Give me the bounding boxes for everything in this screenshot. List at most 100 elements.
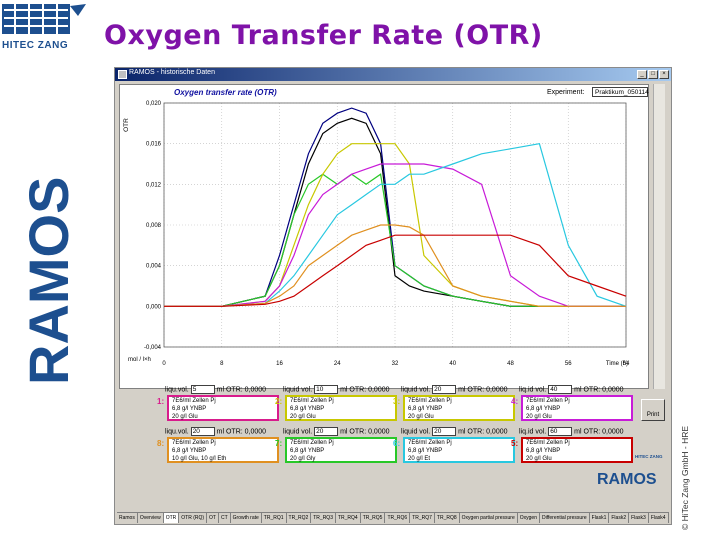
y-tick-label: 0,000 <box>146 304 162 310</box>
sheet-tab-flask3[interactable]: Flask3 <box>629 513 649 523</box>
otr-label: OTR: <box>583 386 603 394</box>
otr-value: 0,0000 <box>486 428 508 436</box>
flask-description-line: 6,8 g/l YNBP <box>408 406 443 412</box>
flask-description-box[interactable]: 7E6/ml Zellen Pj 6,8 g/l YNBP 20 g/l Glu <box>521 437 633 463</box>
sheet-tab-tr-rq5[interactable]: TR_RQ5 <box>361 513 386 523</box>
y-tick-label: 0,004 <box>146 264 162 270</box>
sheet-tab-growth-rate[interactable]: Growth rate <box>231 513 262 523</box>
flask-description-line: 7E6/ml Zellen Pj <box>172 398 216 404</box>
sheet-tab-tr-rq7[interactable]: TR_RQ7 <box>410 513 435 523</box>
sheet-tab-otr-rq-[interactable]: OTR (RQ) <box>179 513 208 523</box>
sheet-tab-flask4[interactable]: Flask4 <box>649 513 669 523</box>
liquid-volume-input[interactable]: 20 <box>190 427 215 436</box>
sheet-tab-tr-rq8[interactable]: TR_RQ8 <box>435 513 460 523</box>
window-title: RAMOS - historische Daten <box>129 69 215 76</box>
liquid-volume-label: liquid vol. <box>283 386 315 394</box>
sheet-tab-tr-rq4[interactable]: TR_RQ4 <box>336 513 361 523</box>
maximize-button[interactable]: □ <box>648 70 658 79</box>
otr-label: OTR: <box>349 428 369 436</box>
vertical-scrollbar[interactable] <box>653 84 665 389</box>
x-tick-label: 24 <box>334 361 341 367</box>
liquid-volume-unit: ml <box>456 386 468 394</box>
sheet-tab-differential-pressure[interactable]: Differential pressure <box>540 513 590 523</box>
flask-description-line: 6,8 g/l YNBP <box>526 448 561 454</box>
flask-description-box[interactable]: 7E6/ml Zellen Pj 6,8 g/l YNBP 20 g/l Glu <box>521 395 633 421</box>
plot-frame <box>163 102 627 348</box>
flask-description-line: 10 g/l Glu, 10 g/l Eth <box>172 456 227 462</box>
x-axis-label: Time (h) <box>606 361 628 367</box>
flask-number: 7: <box>275 439 283 448</box>
liquid-volume-input[interactable]: 10 <box>314 385 339 394</box>
series-line-5 <box>164 163 626 307</box>
sheet-tab-ramos[interactable]: Ramos <box>117 513 138 523</box>
flask-description-box[interactable]: 7E6/ml Zellen Pj 6,8 g/l YNBP 20 g/l Glu <box>167 395 279 421</box>
liquid-volume-label: liquid vol. <box>283 428 315 436</box>
otr-label: OTR: <box>349 386 369 394</box>
sheet-tab-ot[interactable]: OT <box>207 513 219 523</box>
sheet-tab-oxygen-partial-pressure[interactable]: Oxygen partial pressure <box>460 513 518 523</box>
minimize-button[interactable]: _ <box>637 70 647 79</box>
y-tick-label: -0,004 <box>144 345 162 351</box>
liquid-volume-input[interactable]: 20 <box>314 427 339 436</box>
otr-label: OTR: <box>467 386 487 394</box>
flask-number: 3: <box>393 397 401 406</box>
sheet-tab-oxygen[interactable]: Oxygen <box>518 513 540 523</box>
x-tick-label: 0 <box>162 361 166 367</box>
experiment-label: Experiment: <box>547 89 585 96</box>
y-tick-label: 0,016 <box>146 142 162 148</box>
sheet-tab-flask2[interactable]: Flask2 <box>609 513 630 523</box>
sheet-tab-tr-rq3[interactable]: TR_RQ3 <box>311 513 336 523</box>
sheet-tab-tr-rq6[interactable]: TR_RQ6 <box>385 513 411 523</box>
flask-number: 2: <box>275 397 283 406</box>
liquid-volume-label: liquid vol. <box>401 428 433 436</box>
flask-description-line: 6,8 g/l YNBP <box>172 448 207 454</box>
flask-description-box[interactable]: 7E6/ml Zellen Pj 6,8 g/l YNBP 20 g/l Gly <box>285 437 397 463</box>
x-tick-label: 56 <box>565 361 572 367</box>
liquid-volume-input[interactable]: 60 <box>548 427 573 436</box>
flask-description-box[interactable]: 7E6/ml Zellen Pj 6,8 g/l YNBP 10 g/l Glu, … <box>167 437 279 463</box>
flask-description-box[interactable]: 7E6/ml Zellen Pj 6,8 g/l YNBP 20 g/l Glu <box>403 395 515 421</box>
otr-label: OTR: <box>225 428 245 436</box>
liquid-volume-row: liq.id vol. 40 ml OTR: 0,0000 <box>519 385 624 394</box>
liquid-volume-unit: ml <box>338 428 350 436</box>
sheet-tab-overview[interactable]: Overview <box>138 513 164 523</box>
otr-value: 0,0000 <box>244 386 267 394</box>
flask-description-box[interactable]: 7E6/ml Zellen Pj 6,8 g/l YNBP 20 g/l Glu <box>285 395 397 421</box>
close-button[interactable]: × <box>659 70 669 79</box>
flask-description-line: 7E6/ml Zellen Pj <box>526 440 570 446</box>
liquid-volume-input[interactable]: 20 <box>432 385 457 394</box>
sheet-tab-tr-rq2[interactable]: TR_RQ2 <box>287 513 312 523</box>
print-button[interactable]: Print <box>641 399 665 421</box>
liquid-volume-label: liqu.vol. <box>165 386 191 394</box>
otr-label: OTR: <box>467 428 487 436</box>
chart-title: Oxygen transfer rate (OTR) <box>174 88 277 97</box>
x-tick-label: 48 <box>507 361 514 367</box>
liquid-volume-unit: ml <box>572 428 584 436</box>
flask-description-line: 7E6/ml Zellen Pj <box>290 440 334 446</box>
y-tick-label: 0,008 <box>146 223 162 229</box>
ramos-app-window: RAMOS - historische Daten _ □ × Oxygen t… <box>114 67 672 525</box>
copyright-text: © HiTec Zang GmbH - HRE <box>680 425 690 530</box>
flask-number: 8: <box>157 439 165 448</box>
sheet-tab-flask1[interactable]: Flask1 <box>590 513 610 523</box>
liquid-volume-row: liquid vol. 20 ml OTR: 0,0000 <box>283 427 390 436</box>
window-titlebar[interactable]: RAMOS - historische Daten _ □ × <box>115 68 671 81</box>
flask-description-box[interactable]: 7E6/ml Zellen Pj 6,8 g/l YNBP 20 g/l Et <box>403 437 515 463</box>
otr-value: 0,0000 <box>244 428 267 436</box>
y-tick-label: 0,020 <box>146 101 162 107</box>
series-line-1 <box>164 107 626 307</box>
sheet-tab-tr-rq1[interactable]: TR_RQ1 <box>262 513 287 523</box>
ramos-side-logo: RAMOS <box>22 177 74 385</box>
sheet-tab-ct[interactable]: CT <box>219 513 231 523</box>
experiment-field[interactable]: Praktikum_050114 <box>592 87 649 97</box>
liquid-volume-input[interactable]: 20 <box>432 427 457 436</box>
liquid-volume-input[interactable]: 5 <box>190 385 215 394</box>
side-brand-text: RAMOS <box>22 177 74 385</box>
series-line-6 <box>164 143 627 307</box>
sheet-tab-otr[interactable]: OTR <box>163 513 180 523</box>
sheet-tab-bar: Ramos Overview OTR OTR (RQ) OT CT Growth rate T… <box>117 512 669 523</box>
liquid-volume-input[interactable]: 40 <box>548 385 573 394</box>
otr-value: 0,0000 <box>486 386 508 394</box>
slide-title: Oxygen Transfer Rate (OTR) <box>104 20 543 51</box>
